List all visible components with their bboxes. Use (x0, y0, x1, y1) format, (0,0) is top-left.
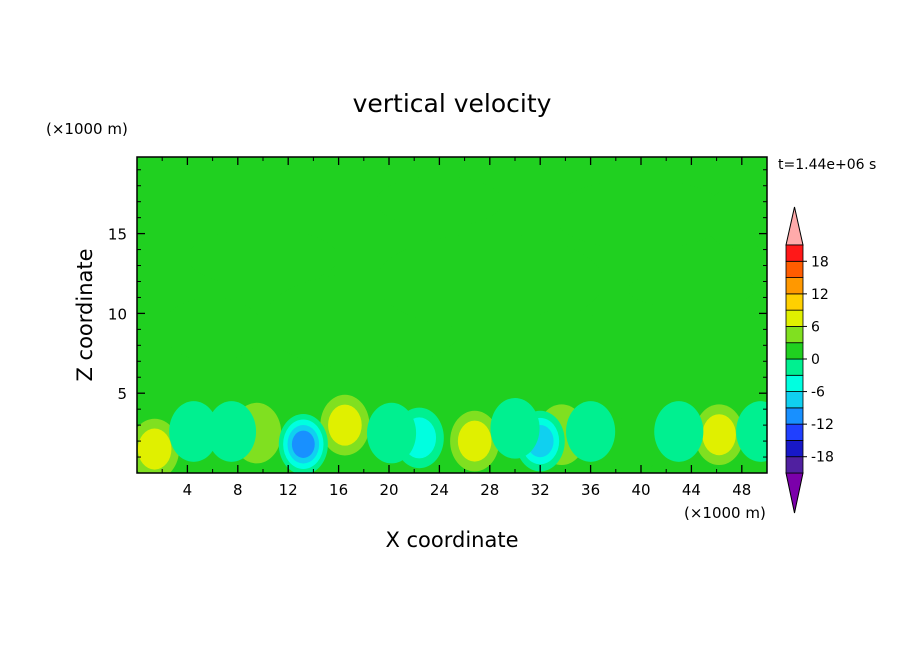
weak-updraft-patch (376, 176, 503, 228)
x-tick-label: 44 (682, 481, 701, 499)
colorbar-band (785, 244, 804, 262)
downdraft-cell (566, 401, 616, 462)
downdraft-cell (366, 402, 417, 464)
x-tick-label: 36 (581, 481, 600, 499)
contour-level (169, 401, 219, 462)
colorbar-band (785, 407, 804, 425)
weak-updraft-patch (515, 308, 616, 398)
x-tick-label: 8 (233, 481, 243, 499)
downdraft-cell (736, 401, 767, 462)
updraft-cell (694, 404, 744, 466)
weak-updraft-patch (376, 233, 604, 330)
weak-updraft-patch (162, 297, 263, 362)
downdraft-cell (169, 401, 219, 462)
x-tick-label: 40 (631, 481, 650, 499)
y-tick-label: 10 (108, 305, 127, 323)
x-tick-label: 48 (732, 481, 751, 499)
x-tick-label: 12 (279, 481, 298, 499)
colorbar-band (785, 277, 804, 295)
y-axis-label: Z coordinate (73, 248, 97, 381)
colorbar-band (785, 456, 804, 474)
contour-level (366, 402, 417, 464)
colorbar: 18 12 6 0 -6 -12 -18 (785, 206, 834, 514)
colorbar-tick-label: -18 (811, 450, 834, 466)
colorbar-band (785, 342, 804, 360)
contour-level (702, 414, 736, 456)
updraft-cell (610, 413, 660, 473)
contour-level (137, 428, 172, 470)
downdraft-cell (278, 413, 328, 473)
y-tick-label: 5 (117, 385, 127, 403)
colorbar-bottom-arrow (785, 472, 804, 514)
colorbar-band (785, 391, 804, 409)
x-tick-label: 4 (183, 481, 193, 499)
x-tick-label: 28 (480, 481, 499, 499)
contour-field (137, 157, 767, 473)
x-axis-label: X coordinate (385, 528, 518, 552)
downdraft-cell (206, 401, 257, 462)
x-tick-label: 16 (329, 481, 348, 499)
updraft-cell (450, 410, 500, 472)
contour-level (654, 401, 704, 462)
chart-title: vertical velocity (353, 89, 552, 118)
updraft-cell (320, 394, 370, 456)
contour-level (490, 397, 540, 459)
colorbar-band (785, 423, 804, 441)
colorbar-tick-label: -6 (811, 385, 825, 401)
x-tick-label: 32 (531, 481, 550, 499)
contour-level (206, 401, 257, 462)
y-tick-label: 15 (108, 226, 127, 244)
plot-frame (136, 156, 768, 474)
downdraft-cell (654, 401, 704, 462)
x-tick-label: 24 (430, 481, 449, 499)
colorbar-tick-label: 0 (811, 352, 820, 368)
contour-level (291, 430, 315, 458)
colorbar-tick-label: 12 (811, 287, 829, 303)
weak-updraft-patch (628, 270, 755, 309)
weak-updraft-patch (704, 185, 767, 250)
colorbar-band (785, 309, 804, 327)
colorbar-band (785, 358, 804, 376)
colorbar-band (785, 293, 804, 311)
contour-level (566, 401, 616, 462)
colorbar-top-arrow (785, 206, 804, 246)
contour-level (610, 413, 660, 473)
weak-updraft-patch (187, 228, 339, 287)
contour-level (457, 420, 492, 462)
colorbar-tick-label: -12 (811, 417, 834, 433)
colorbar-band (785, 260, 804, 278)
downdraft-cell (490, 397, 540, 459)
colorbar-tick-label: 18 (811, 254, 829, 270)
updraft-cell (137, 418, 180, 473)
weak-updraft-patch (552, 179, 730, 250)
colorbar-band (785, 374, 804, 392)
x-tick-label: 20 (379, 481, 398, 499)
contour-level (328, 404, 362, 446)
time-label: t=1.44e+06 s (778, 157, 876, 173)
contour-level (736, 401, 767, 462)
y-unit-label: (×1000 m) (46, 120, 128, 138)
colorbar-tick-label: 6 (811, 319, 820, 335)
x-unit-label: (×1000 m) (684, 504, 766, 522)
colorbar-band (785, 326, 804, 344)
colorbar-band (785, 440, 804, 458)
